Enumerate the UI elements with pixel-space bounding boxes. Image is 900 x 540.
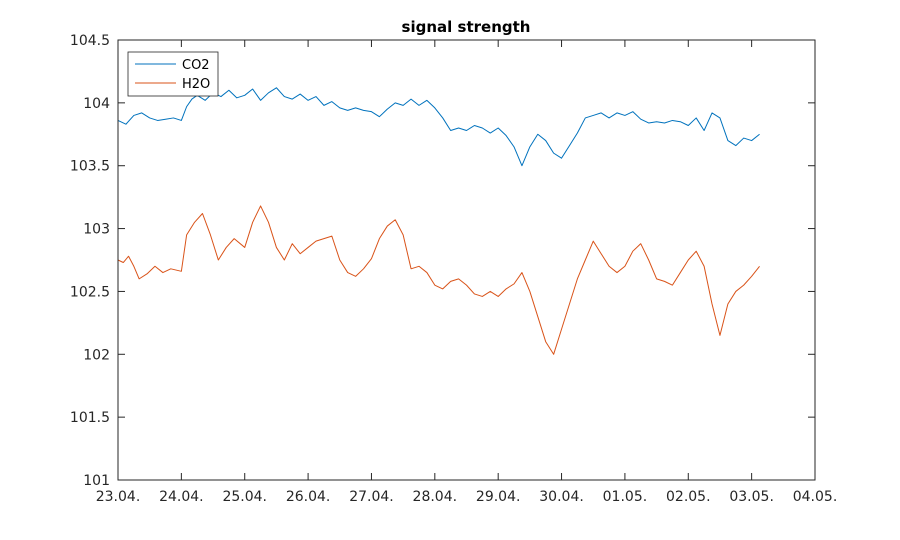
y-tick-label: 103: [83, 222, 110, 238]
x-axis: 23.04. 24.04. 25.04. 26.04. 27.04. 28.04. 29.0…: [96, 40, 838, 505]
x-tick-label: 04.05.: [793, 489, 838, 505]
plot-background: [118, 40, 815, 480]
x-tick-label: 28.04.: [413, 489, 458, 505]
plot-area: [118, 40, 815, 480]
series-line-h2o: [117, 205, 760, 355]
x-tick-label: 03.05.: [729, 489, 774, 505]
x-tick-label: 27.04.: [349, 489, 394, 505]
y-tick-label: 102.5: [70, 284, 110, 300]
x-tick-label: 29.04.: [476, 489, 521, 505]
x-tick-label: 24.04.: [159, 489, 204, 505]
y-tick-label: 102: [83, 347, 110, 363]
y-tick-label: 104: [83, 96, 110, 112]
y-tick-label: 101: [83, 473, 110, 489]
legend: CO2 H2O: [127, 51, 219, 97]
legend-label-co2: CO2: [182, 58, 210, 73]
y-tick-label: 104.5: [70, 33, 110, 49]
x-tick-label: 01.05.: [603, 489, 648, 505]
legend-box: [127, 51, 219, 97]
x-tick-label: 30.04.: [539, 489, 584, 505]
x-tick-label: 02.05.: [666, 489, 711, 505]
y-tick-label: 103.5: [70, 159, 110, 175]
y-axis: 101 101.5 102 102.5 103 103.5 104 104.5: [70, 33, 815, 489]
y-tick-label: 101.5: [70, 410, 110, 426]
chart-title: signal strength: [402, 18, 531, 36]
x-tick-label: 25.04.: [222, 489, 267, 505]
x-tick-label: 26.04.: [286, 489, 331, 505]
legend-label-h2o: H2O: [182, 77, 210, 92]
x-tick-label: 23.04.: [96, 489, 141, 505]
axes-frame: [117, 39, 816, 481]
